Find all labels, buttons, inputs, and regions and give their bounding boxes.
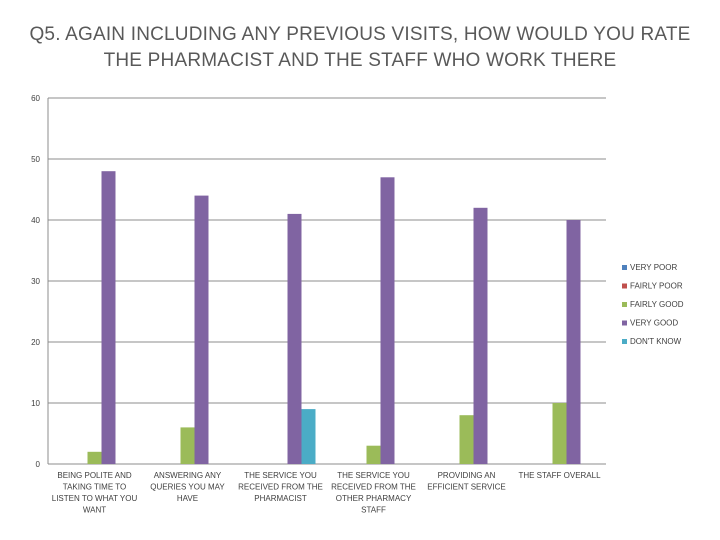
bar-very-good [287, 213, 302, 464]
x-category-label: HAVE [177, 494, 198, 503]
bar-very-good [566, 220, 581, 464]
x-category-label: LISTEN TO WHAT YOU [52, 494, 138, 503]
x-category-label: THE STAFF OVERALL [518, 471, 601, 480]
legend-entry: FAIRLY POOR [630, 282, 683, 291]
legend-swatch [622, 302, 627, 307]
bar-don-t-know [301, 409, 316, 464]
bar-fairly-good [459, 415, 474, 464]
y-tick-label: 30 [31, 277, 40, 286]
legend-entry: DON'T KNOW [630, 337, 682, 346]
bar-fairly-good [552, 403, 567, 464]
legend-swatch [622, 339, 627, 344]
bar-fairly-good [366, 445, 381, 464]
x-category-label: THE SERVICE YOU [244, 471, 317, 480]
x-category-label: TAKING TIME TO [63, 483, 126, 492]
y-tick-label: 20 [31, 338, 40, 347]
x-category-label: STAFF [361, 506, 386, 515]
y-tick-label: 10 [31, 399, 40, 408]
legend-entry: FAIRLY GOOD [630, 300, 684, 309]
legend-swatch [622, 265, 627, 270]
x-category-label: ANSWERING ANY [154, 471, 222, 480]
x-category-label: RECEIVED FROM THE [238, 483, 323, 492]
x-category-label: QUERIES YOU MAY [150, 483, 225, 492]
x-category-label: PHARMACIST [254, 494, 307, 503]
y-tick-label: 60 [31, 94, 40, 103]
bar-very-good [473, 207, 488, 465]
x-category-label: RECEIVED FROM THE [331, 483, 416, 492]
y-tick-label: 0 [36, 460, 41, 469]
bar-fairly-good [87, 451, 102, 464]
x-category-label: PROVIDING AN [438, 471, 496, 480]
chart-title-line-2: THE PHARMACIST AND THE STAFF WHO WORK TH… [103, 50, 617, 71]
chart-title-line-1: Q5. AGAIN INCLUDING ANY PREVIOUS VISITS,… [29, 24, 691, 45]
bar-fairly-good [180, 427, 195, 464]
y-tick-label: 50 [31, 155, 40, 164]
bar-very-good [194, 195, 209, 464]
y-tick-label: 40 [31, 216, 40, 225]
x-category-label: OTHER PHARMACY [336, 494, 412, 503]
bar-very-good [101, 171, 116, 464]
legend-entry: VERY GOOD [630, 319, 678, 328]
legend-swatch [622, 320, 627, 326]
x-category-label: BEING POLITE AND [57, 471, 131, 480]
legend-swatch [622, 283, 627, 289]
bar-very-good [380, 177, 395, 465]
x-category-label: EFFICIENT SERVICE [427, 483, 505, 492]
legend-entry: VERY POOR [630, 263, 678, 272]
x-category-label: WANT [83, 506, 106, 515]
chart-title: Q5. AGAIN INCLUDING ANY PREVIOUS VISITS,… [0, 22, 720, 74]
x-category-label: THE SERVICE YOU [337, 471, 410, 480]
